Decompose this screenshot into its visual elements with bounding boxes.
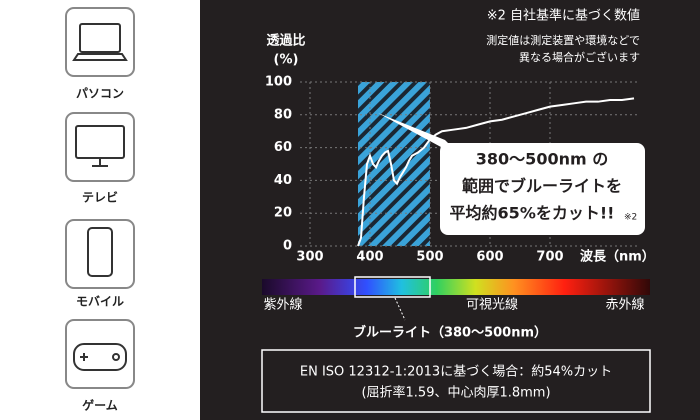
bluelight-label: ブルーライト（380〜500nm）: [353, 325, 547, 341]
x-tick-label: 300: [296, 250, 323, 265]
x-axis-label: 波長（nm）: [580, 249, 655, 265]
bluelight-box: [354, 276, 431, 298]
y-tick-label: 0: [283, 239, 292, 254]
device-label: テレビ: [82, 190, 118, 205]
note: ※2 自社基準に基づく数値: [487, 8, 640, 24]
spectrum-label: 可視光線: [466, 297, 518, 313]
y-axis-unit: (%): [274, 53, 299, 68]
x-tick-label: 500: [416, 250, 443, 265]
x-tick-label: 600: [476, 250, 503, 265]
y-tick-label: 60: [274, 140, 292, 155]
series-line: [357, 97, 635, 247]
device-label: モバイル: [76, 295, 124, 309]
device-label: パソコン: [76, 87, 124, 101]
y-tick-label: 80: [274, 107, 292, 122]
x-tick-label: 700: [536, 250, 563, 265]
callout-text: 範囲でブルーライトを: [461, 177, 622, 196]
callout-note: ※2: [624, 213, 637, 223]
footnote-box: [261, 349, 651, 413]
y-tick-label: 40: [274, 173, 292, 188]
x-tick-label: 400: [356, 250, 383, 265]
callout: 380〜500nm の 範囲でブルーライトを 平均約65%をカット!! ※2: [378, 113, 645, 235]
note: 測定値は測定装置や環境などで: [486, 33, 640, 47]
bluelight-band: [358, 82, 430, 246]
spectrum-label: 紫外線: [263, 297, 302, 313]
footnote: (屈折率1.59、中心肉厚1.8mm): [361, 385, 550, 401]
callout-text: 平均約65%をカット!!: [450, 204, 615, 223]
y-tick-label: 100: [265, 75, 292, 90]
y-tick-label: 20: [274, 206, 292, 221]
y-axis-label: 透過比: [266, 33, 305, 49]
device-label: ゲーム: [82, 398, 118, 413]
spectrum-label: 赤外線: [605, 297, 644, 313]
leader: [394, 297, 406, 321]
note: 異なる場合がございます: [519, 50, 640, 64]
footnote: EN ISO 12312-1:2013に基づく場合：約54%カット: [300, 365, 612, 380]
callout-text: 380〜500nm の: [476, 150, 608, 169]
spectrum: [262, 279, 650, 295]
icons: [65, 7, 135, 389]
